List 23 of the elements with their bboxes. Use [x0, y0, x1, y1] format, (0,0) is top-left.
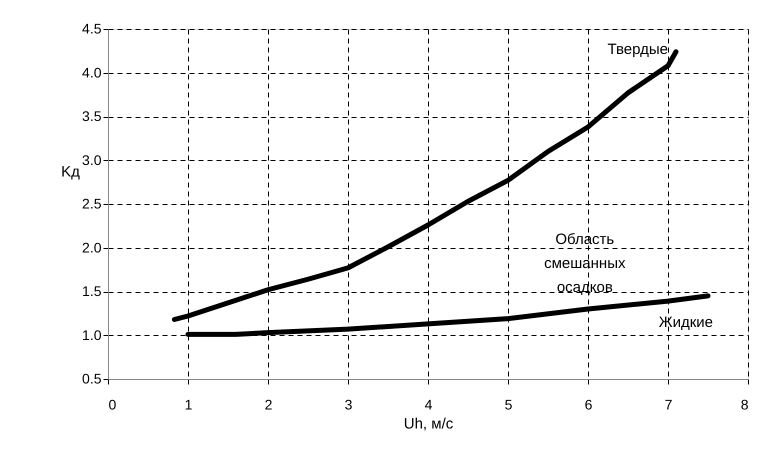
x-tick-label: 2: [264, 396, 273, 412]
x-tick-label: 4: [424, 396, 433, 412]
y-axis-title: Kд: [61, 164, 80, 180]
y-tick-label: 4.5: [82, 20, 102, 36]
x-tick-label: 0: [108, 396, 116, 412]
x-tick-label: 1: [184, 396, 193, 412]
y-tick-label: 1.5: [82, 283, 102, 299]
annotation: Область смешанных осадков: [544, 231, 626, 296]
y-tick-label: 4.0: [82, 64, 102, 80]
y-tick-label: 1.0: [82, 326, 102, 343]
x-tick-label: 3: [344, 396, 353, 412]
y-tick-label: 3.5: [82, 108, 102, 124]
series-label: Твердые: [607, 40, 668, 58]
series-label: Жидкие: [658, 314, 713, 331]
y-tick-label: 0.5: [82, 370, 102, 386]
y-tick-label: 2.5: [82, 196, 102, 212]
x-tick-label: 7: [664, 396, 673, 412]
y-tick-label: 3.0: [82, 152, 102, 168]
x-tick-label: 6: [584, 396, 593, 412]
x-axis-title: Uh, м/с: [404, 416, 454, 432]
y-tick-label: 2.0: [82, 239, 102, 256]
x-tick-label: 5: [504, 396, 513, 412]
x-tick-label: 8: [740, 396, 749, 412]
